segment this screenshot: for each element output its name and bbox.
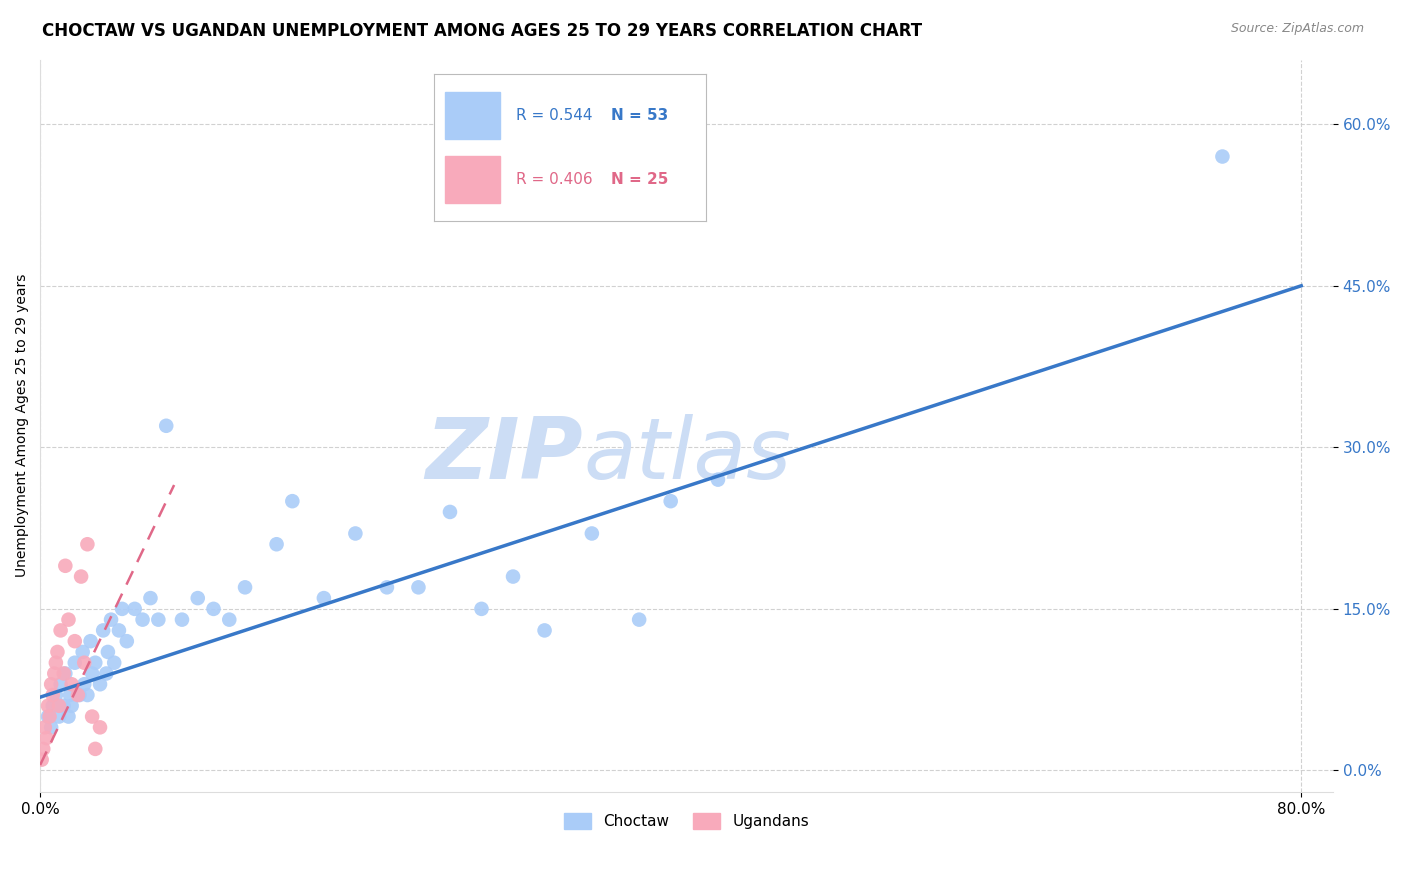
Point bbox=[44, 666, 66, 681]
Point bbox=[76, 537, 98, 551]
Point bbox=[37, 709, 59, 723]
Point bbox=[34, 720, 56, 734]
Point bbox=[52, 666, 75, 681]
Point bbox=[111, 602, 134, 616]
Point bbox=[97, 645, 120, 659]
Point bbox=[66, 688, 89, 702]
Point bbox=[439, 505, 461, 519]
Point bbox=[115, 634, 138, 648]
Point bbox=[470, 602, 492, 616]
Point bbox=[60, 698, 83, 713]
Point bbox=[32, 742, 55, 756]
Point bbox=[408, 580, 430, 594]
Point bbox=[58, 613, 80, 627]
Point bbox=[73, 656, 96, 670]
Point bbox=[46, 645, 69, 659]
Point bbox=[233, 580, 256, 594]
Point bbox=[103, 656, 125, 670]
Point bbox=[60, 677, 83, 691]
Point bbox=[49, 624, 72, 638]
Point bbox=[31, 753, 53, 767]
Point bbox=[155, 418, 177, 433]
Point bbox=[1211, 149, 1233, 163]
Point bbox=[41, 698, 63, 713]
Point bbox=[52, 698, 75, 713]
Point bbox=[659, 494, 682, 508]
Point bbox=[48, 698, 70, 713]
Point bbox=[707, 473, 730, 487]
Point bbox=[37, 698, 59, 713]
Point bbox=[344, 526, 367, 541]
Point bbox=[63, 634, 86, 648]
Point bbox=[148, 613, 170, 627]
Text: atlas: atlas bbox=[583, 414, 792, 497]
Legend: Choctaw, Ugandans: Choctaw, Ugandans bbox=[558, 807, 815, 836]
Point bbox=[39, 677, 62, 691]
Point bbox=[79, 634, 101, 648]
Point bbox=[131, 613, 153, 627]
Y-axis label: Unemployment Among Ages 25 to 29 years: Unemployment Among Ages 25 to 29 years bbox=[15, 274, 30, 577]
Point bbox=[89, 720, 111, 734]
Point bbox=[45, 688, 67, 702]
Point bbox=[108, 624, 131, 638]
Point bbox=[84, 656, 107, 670]
Point bbox=[139, 591, 162, 606]
Point bbox=[533, 624, 555, 638]
Point bbox=[502, 569, 524, 583]
Point bbox=[73, 677, 96, 691]
Point bbox=[69, 688, 91, 702]
Point bbox=[48, 709, 70, 723]
Point bbox=[100, 613, 122, 627]
Point bbox=[266, 537, 288, 551]
Point bbox=[63, 656, 86, 670]
Point bbox=[581, 526, 603, 541]
Point bbox=[375, 580, 398, 594]
Point bbox=[58, 709, 80, 723]
Point bbox=[53, 558, 76, 573]
Point bbox=[39, 720, 62, 734]
Text: CHOCTAW VS UGANDAN UNEMPLOYMENT AMONG AGES 25 TO 29 YEARS CORRELATION CHART: CHOCTAW VS UGANDAN UNEMPLOYMENT AMONG AG… bbox=[42, 22, 922, 40]
Point bbox=[202, 602, 225, 616]
Point bbox=[281, 494, 304, 508]
Point bbox=[82, 709, 104, 723]
Point bbox=[45, 656, 67, 670]
Point bbox=[218, 613, 240, 627]
Point bbox=[70, 569, 93, 583]
Point bbox=[72, 645, 94, 659]
Point bbox=[82, 666, 104, 681]
Text: ZIP: ZIP bbox=[426, 414, 583, 497]
Text: Source: ZipAtlas.com: Source: ZipAtlas.com bbox=[1230, 22, 1364, 36]
Point bbox=[124, 602, 146, 616]
Point bbox=[312, 591, 335, 606]
Point bbox=[84, 742, 107, 756]
Point bbox=[96, 666, 118, 681]
Point bbox=[41, 688, 63, 702]
Point bbox=[38, 709, 60, 723]
Point bbox=[628, 613, 651, 627]
Point bbox=[49, 677, 72, 691]
Point bbox=[91, 624, 114, 638]
Point bbox=[76, 688, 98, 702]
Point bbox=[35, 731, 58, 745]
Point bbox=[89, 677, 111, 691]
Point bbox=[170, 613, 193, 627]
Point bbox=[59, 688, 82, 702]
Point bbox=[53, 666, 76, 681]
Point bbox=[187, 591, 209, 606]
